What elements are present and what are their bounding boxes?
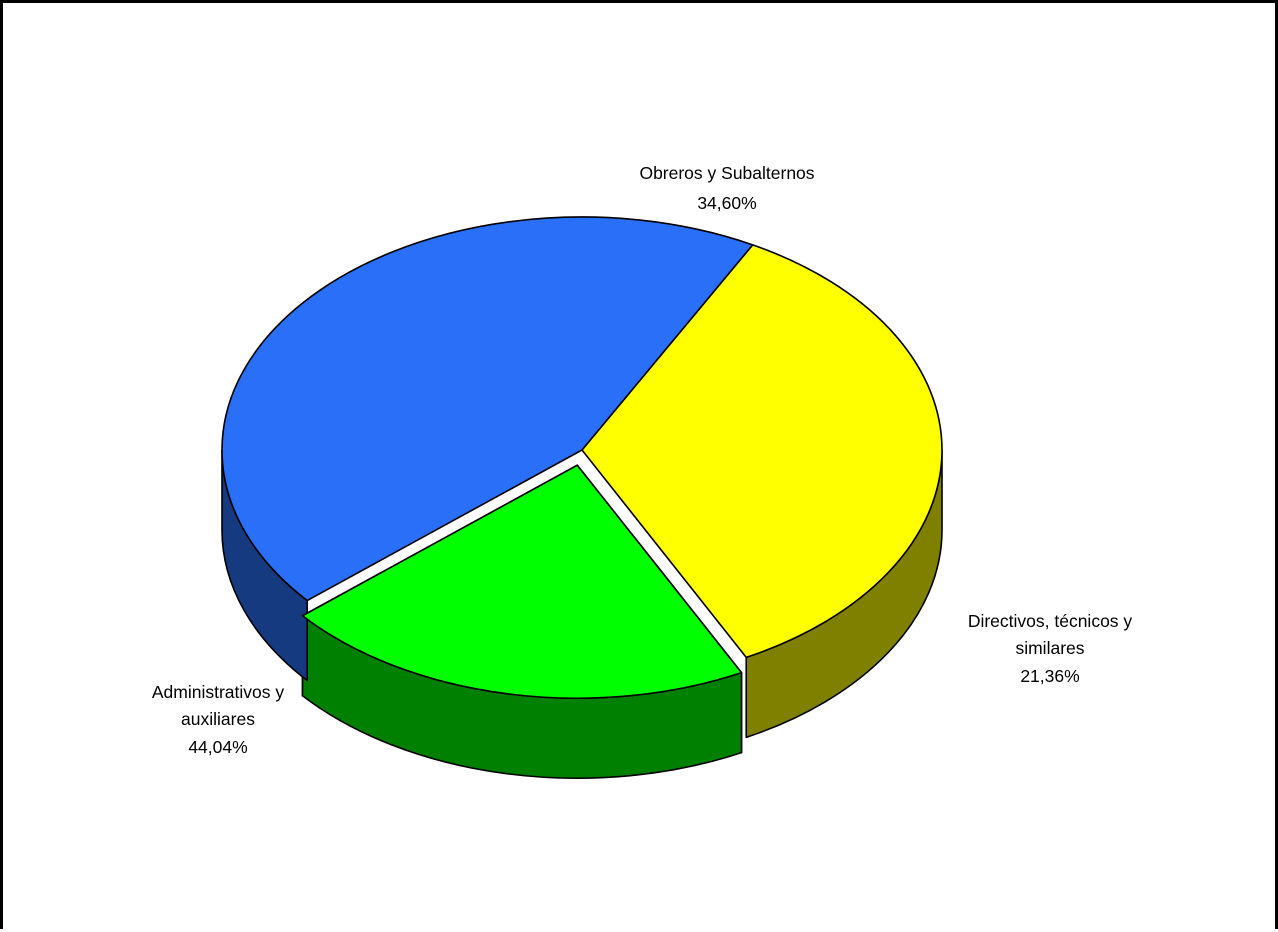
slice-top-administrativos-y-auxiliares [221, 216, 754, 602]
value-administrativos: 44,04% [188, 737, 247, 757]
label-administrativos-line2: auxiliares [181, 709, 255, 729]
label-directivos-line1: Directivos, técnicos y [968, 611, 1133, 631]
pie-chart: Obreros y Subalternos 34,60% Directivos,… [152, 163, 1133, 780]
slice-top-directivos-tecnicos-y-similares [301, 464, 743, 700]
pie-slices [221, 216, 943, 780]
label-directivos-line2: similares [1015, 638, 1084, 658]
label-administrativos-line1: Administrativos y [152, 682, 285, 702]
label-obreros: Obreros y Subalternos [639, 163, 814, 183]
slice-top-obreros-y-subalternos [581, 244, 943, 659]
value-obreros: 34,60% [697, 193, 756, 213]
value-directivos: 21,36% [1020, 666, 1079, 686]
